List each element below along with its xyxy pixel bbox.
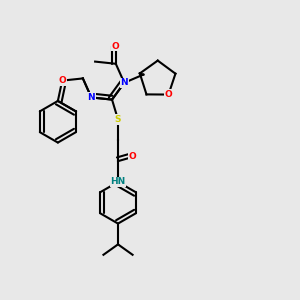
Text: O: O	[165, 90, 172, 99]
Text: HN: HN	[110, 178, 126, 187]
Text: O: O	[112, 42, 120, 51]
Text: O: O	[58, 76, 66, 85]
Text: N: N	[120, 78, 128, 87]
Text: N: N	[88, 93, 95, 102]
Text: O: O	[129, 152, 136, 161]
Text: S: S	[115, 115, 121, 124]
